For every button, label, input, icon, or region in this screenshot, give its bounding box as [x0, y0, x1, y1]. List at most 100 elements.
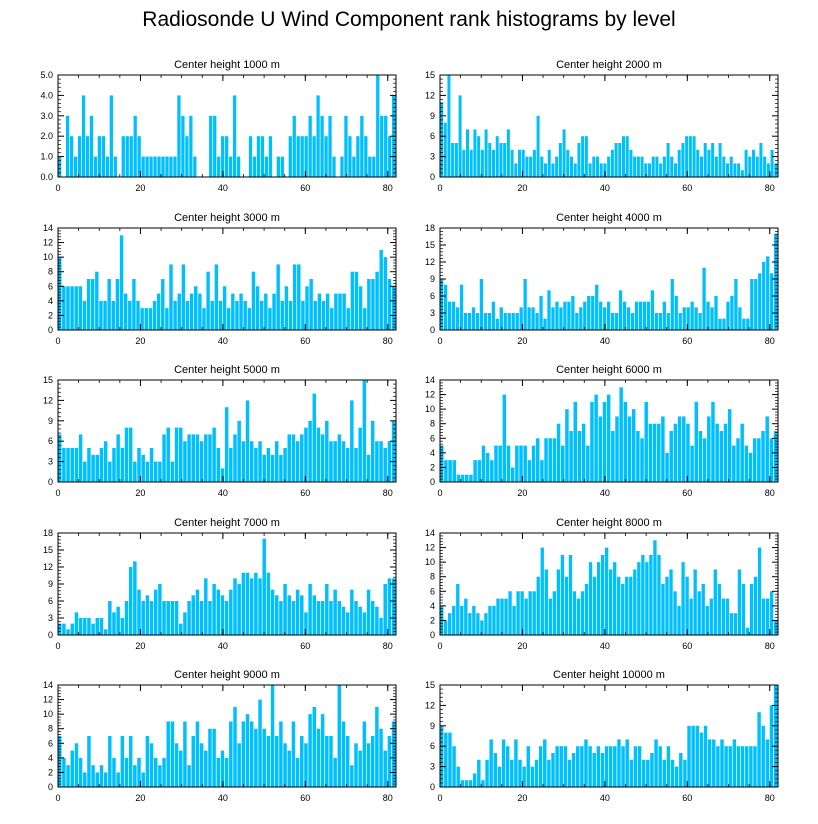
histogram-bar	[633, 569, 637, 635]
histogram-bar	[379, 249, 383, 330]
histogram-bar	[264, 293, 268, 330]
histogram-bar	[284, 286, 289, 330]
x-tick-label: 80	[383, 183, 393, 193]
histogram-bar	[654, 313, 659, 330]
histogram-bar	[108, 461, 112, 482]
histogram-bar	[650, 753, 654, 787]
histogram-bar	[367, 279, 371, 330]
histogram-bar	[600, 554, 605, 635]
histogram-bar	[103, 629, 108, 635]
histogram-bar	[291, 434, 296, 482]
histogram-bar	[280, 300, 285, 330]
x-tick-label: 40	[218, 641, 228, 651]
histogram-bar	[371, 279, 375, 330]
histogram-bar	[709, 598, 713, 635]
histogram-bar	[614, 313, 619, 330]
histogram-bar	[99, 618, 104, 635]
histogram-bar	[726, 163, 730, 177]
histogram-bar	[665, 576, 669, 635]
histogram-bar	[181, 115, 185, 177]
histogram-bar	[551, 307, 555, 330]
histogram-bar	[732, 739, 737, 787]
x-tick-label: 40	[600, 793, 610, 803]
histogram-bar	[112, 612, 116, 635]
histogram-bar	[707, 416, 711, 482]
histogram-bar	[644, 163, 648, 177]
histogram-bar	[769, 591, 774, 635]
x-tick-label: 40	[218, 336, 228, 346]
histogram-bar	[596, 156, 600, 177]
histogram-bar	[649, 554, 653, 635]
histogram-bar	[669, 431, 673, 482]
histogram-bar	[722, 318, 726, 330]
histogram-bar	[607, 156, 611, 177]
histogram-bar	[358, 427, 362, 482]
histogram-bar	[218, 300, 223, 330]
x-tick-label: 60	[682, 641, 692, 651]
x-tick-label: 40	[218, 488, 228, 498]
histogram-bar	[748, 452, 753, 482]
histogram-bar	[268, 136, 273, 177]
y-tick-label: 9	[430, 721, 435, 731]
histogram-bar	[90, 279, 95, 330]
histogram-bar	[525, 156, 529, 177]
histogram-bar	[659, 163, 663, 177]
histogram-bar	[769, 438, 774, 482]
histogram-bar	[241, 721, 246, 787]
y-tick-label: 0	[48, 477, 53, 487]
histogram-bar	[634, 301, 639, 330]
histogram-bar	[464, 780, 469, 787]
histogram-bar	[609, 746, 613, 787]
histogram-bar	[540, 156, 544, 177]
histogram-bar	[714, 156, 718, 177]
histogram-bar	[212, 584, 216, 635]
histogram-bar	[444, 620, 448, 635]
x-tick-label: 80	[383, 641, 393, 651]
histogram-bar	[561, 445, 565, 482]
histogram-bar	[375, 706, 379, 787]
y-tick-label: 0	[430, 477, 435, 487]
histogram-bar	[301, 300, 305, 330]
x-tick-label: 40	[600, 336, 610, 346]
histogram-bar	[266, 736, 271, 787]
y-tick-label: 6	[48, 596, 53, 606]
histogram-bar	[236, 156, 241, 177]
histogram-bar	[662, 759, 667, 787]
histogram-bar	[133, 115, 137, 177]
histogram-bar	[686, 307, 690, 330]
x-tick-label: 0	[437, 488, 442, 498]
y-tick-label: 6	[430, 586, 435, 596]
histogram-bar	[599, 163, 603, 177]
histogram-bar	[749, 746, 753, 787]
histogram-bar	[714, 296, 718, 330]
histogram-bar	[473, 129, 477, 177]
histogram-bar	[573, 401, 578, 482]
histogram-bar	[736, 746, 741, 787]
histogram-bar	[524, 598, 528, 635]
histogram-bar	[145, 736, 150, 787]
histogram-bar	[266, 572, 271, 635]
histogram-bar	[530, 766, 535, 787]
histogram-bar	[383, 750, 387, 787]
y-tick-label: 0	[430, 172, 435, 182]
histogram-bar	[587, 296, 591, 330]
histogram-bar	[366, 589, 371, 635]
histogram-bar	[744, 149, 748, 177]
histogram-bar	[128, 736, 133, 787]
y-tick-label: 14	[43, 223, 53, 233]
histogram-bar	[312, 136, 316, 177]
histogram-bar	[463, 313, 468, 330]
histogram-bar	[317, 293, 322, 330]
histogram-bar	[295, 757, 300, 787]
histogram-bar	[99, 765, 104, 787]
histogram-bar	[231, 293, 235, 330]
histogram-bar	[577, 431, 582, 482]
histogram-bar	[304, 612, 308, 635]
histogram-bar	[469, 149, 473, 177]
histogram-bar	[120, 618, 125, 635]
histogram-bar	[116, 434, 120, 482]
histogram-bar	[534, 759, 539, 787]
histogram-bar	[270, 685, 275, 787]
histogram-bar	[229, 589, 233, 635]
histogram-bar	[644, 401, 648, 482]
